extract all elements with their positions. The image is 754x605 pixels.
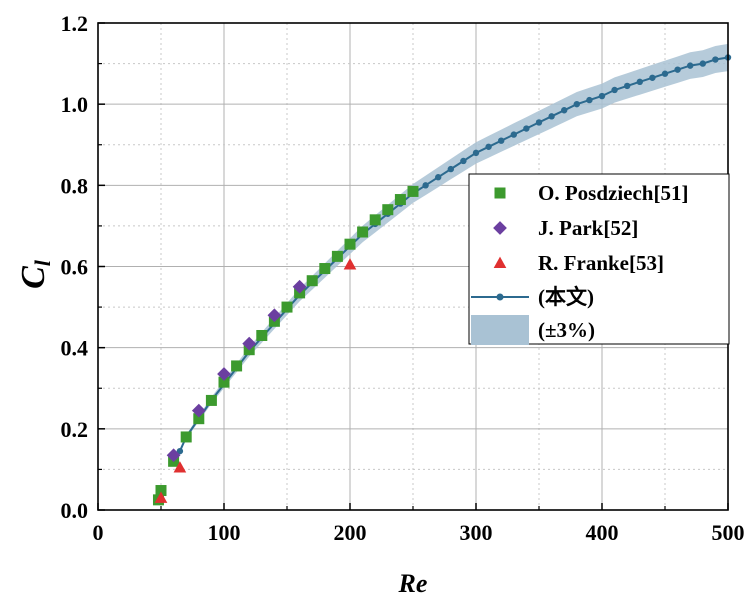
x-tick-label: 500: [712, 520, 745, 545]
main-line-point: [586, 96, 593, 104]
park-point: [242, 336, 257, 351]
posdziech-point: [407, 185, 419, 197]
legend: O. Posdziech[51] J. Park[52] R. Franke[53]…: [468, 173, 730, 345]
main-line-point: [561, 107, 568, 114]
y-axis-label-sub: l: [30, 259, 55, 266]
legend-label: (本文): [538, 285, 594, 309]
main-line-point: [598, 92, 606, 100]
main-line-point: [485, 143, 492, 150]
legend-symbol-square: [494, 187, 506, 199]
legend-label: R. Franke[53]: [538, 251, 664, 275]
main-line-point: [548, 113, 555, 120]
legend-symbol-triangle: [493, 256, 507, 269]
posdziech-point: [344, 238, 356, 250]
legend-label: (±3%): [538, 318, 595, 342]
posdziech-point: [231, 360, 243, 372]
main-line-point: [573, 100, 580, 108]
x-tick-label: 300: [460, 520, 493, 545]
legend-symbol-diamond: [493, 221, 507, 235]
main-line-point: [472, 149, 480, 157]
legend-symbol-dot: [496, 293, 504, 301]
y-tick-label: 0.4: [61, 336, 89, 361]
main-line-point: [649, 74, 656, 81]
x-tick-label: 200: [334, 520, 367, 545]
y-tick-label: 0.0: [61, 498, 89, 523]
main-line-point: [498, 137, 505, 144]
posdziech-point: [205, 394, 217, 406]
y-axis-label-main: C: [15, 266, 52, 289]
park-point: [217, 367, 231, 381]
main-line: [169, 56, 729, 464]
posdziech-point: [331, 250, 343, 262]
legend-symbol-band: [471, 315, 529, 345]
main-line-point: [661, 70, 669, 77]
main-line-point: [523, 125, 530, 132]
park-point: [191, 403, 206, 418]
main-line-point: [611, 86, 618, 94]
franke-point: [173, 461, 187, 473]
legend-label: J. Park[52]: [538, 216, 638, 240]
y-tick-label: 1.0: [61, 92, 89, 117]
main-line-point: [712, 56, 719, 63]
main-line-point: [699, 60, 706, 67]
posdziech-point: [369, 214, 381, 226]
main-line-point: [435, 174, 442, 181]
x-tick-label: 100: [208, 520, 241, 545]
y-tick-label: 0.2: [61, 417, 89, 442]
main-line-point: [687, 62, 694, 69]
main-line-point: [624, 82, 631, 90]
y-tick-label: 0.8: [61, 173, 89, 198]
posdziech-point: [394, 194, 406, 206]
park-point: [267, 308, 282, 323]
main-line-point: [674, 66, 681, 73]
posdziech-point: [382, 204, 394, 216]
posdziech-point: [319, 263, 331, 275]
y-tick-label: 0.6: [61, 255, 89, 280]
franke-point: [154, 491, 168, 503]
main-line-point: [460, 157, 467, 165]
axis-ticks: 0 100 200 300 400 500 0.0 0.2 0.4 0.6 0.8 1.0 1.2: [61, 11, 745, 545]
main-line-point: [422, 182, 429, 189]
posdziech-point: [218, 376, 230, 388]
x-axis-label: Re: [398, 569, 428, 598]
main-line-point: [510, 131, 517, 138]
posdziech-point: [155, 485, 167, 497]
park-point: [166, 448, 181, 463]
posdziech-point: [357, 226, 369, 238]
posdziech-point: [180, 431, 192, 443]
y-axis-label-group: Cl: [15, 259, 55, 289]
y-tick-label: 1.2: [61, 11, 89, 36]
legend-box: [468, 173, 730, 345]
x-tick-label: 0: [93, 520, 104, 545]
legend-label: O. Posdziech[51]: [538, 181, 688, 205]
park-point: [292, 279, 307, 294]
main-line-point: [535, 119, 543, 126]
main-line-point: [636, 78, 643, 86]
posdziech-point: [256, 329, 268, 341]
franke-point: [343, 258, 357, 270]
x-tick-label: 400: [586, 520, 619, 545]
series-marks: [152, 185, 419, 506]
main-line-point: [447, 165, 454, 173]
posdziech-point: [281, 301, 293, 313]
y-axis-label: Cl: [15, 259, 55, 289]
posdziech-point: [306, 275, 318, 287]
main-line-point: [176, 447, 184, 455]
posdziech-point: [193, 413, 205, 425]
